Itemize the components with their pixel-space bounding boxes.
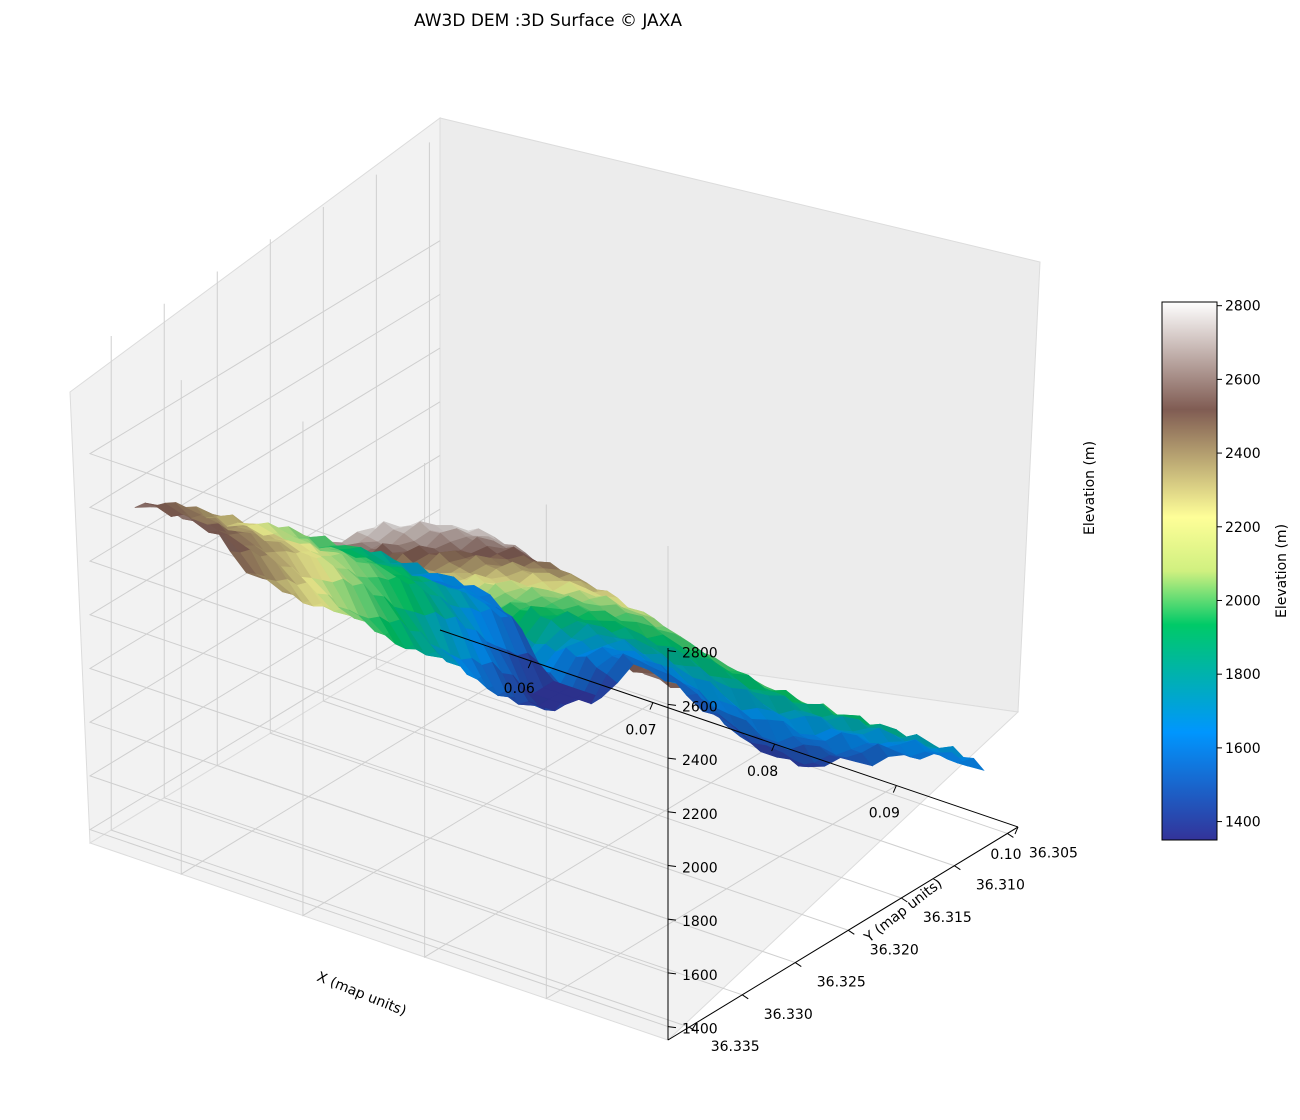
x-tick-label: 0.08 xyxy=(747,764,778,780)
z-tick xyxy=(667,1026,677,1029)
x-tick xyxy=(649,702,654,710)
y-tick-label: 36.325 xyxy=(817,975,866,991)
y-axis-line xyxy=(667,826,1019,1041)
y-grid-line xyxy=(269,239,849,931)
colorbar-tick-label: 1400 xyxy=(1225,815,1261,831)
terrain-surface xyxy=(134,502,985,771)
y-tick-label: 36.335 xyxy=(711,1039,760,1055)
y-tick-label: 36.315 xyxy=(923,910,972,926)
surface-patch xyxy=(956,757,985,771)
y-grid-line xyxy=(322,206,902,899)
colorbar-tick-label: 2200 xyxy=(1225,520,1261,536)
y-grid-line xyxy=(375,174,955,867)
x-axis-line xyxy=(439,629,1019,828)
y-grid-line xyxy=(163,303,743,996)
z-tick-label: 2800 xyxy=(682,646,718,662)
chart-title: AW3D DEM :3D Surface © JAXA xyxy=(414,11,682,31)
z-tick-label: 1600 xyxy=(682,968,718,984)
z-axis-title: Elevation (m) xyxy=(1082,441,1098,535)
z-grid-line xyxy=(88,401,669,813)
z-tick-label: 1400 xyxy=(682,1022,718,1038)
colorbar-gradient xyxy=(1161,301,1218,841)
x-tick-label: 0.10 xyxy=(990,847,1021,863)
y-tick xyxy=(954,865,961,871)
y-tick xyxy=(848,929,855,935)
z-tick-label: 1800 xyxy=(682,914,718,930)
colorbar-tick-label: 1600 xyxy=(1225,741,1261,757)
x-tick-label: 0.06 xyxy=(504,681,535,697)
x-tick xyxy=(771,743,776,752)
z-grid-line xyxy=(88,616,669,1028)
y-tick-label: 36.310 xyxy=(976,878,1025,894)
y-grid-line xyxy=(110,336,690,1028)
z-grid-line xyxy=(88,562,669,974)
z-tick xyxy=(667,757,677,760)
z-tick-label: 2600 xyxy=(682,699,718,715)
z-tick-label: 2000 xyxy=(682,860,718,876)
colorbar-tick-label: 2600 xyxy=(1225,372,1261,388)
colorbar-tick-label: 2400 xyxy=(1225,446,1261,462)
colorbar-ticks: 1400 1600 1800 2000 2200 2400 2600 2800 xyxy=(1217,299,1261,831)
colorbar-tick-label: 1800 xyxy=(1225,667,1261,683)
z-tick xyxy=(667,811,677,814)
y-tick xyxy=(794,962,802,967)
x-tick-label: 0.09 xyxy=(869,806,900,822)
y-tick xyxy=(741,994,749,1000)
x-axis-title: X (map units) xyxy=(314,969,408,1019)
y-tick-label: 36.320 xyxy=(870,942,919,958)
colorbar-tick-label: 2800 xyxy=(1225,299,1261,315)
colorbar-title: Elevation (m) xyxy=(1274,524,1290,618)
z-tick xyxy=(667,703,677,706)
z-tick xyxy=(667,972,677,975)
y-tick-label: 36.305 xyxy=(1029,845,1078,861)
x-tick-label: 0.07 xyxy=(625,723,656,739)
x-tick xyxy=(1014,826,1019,835)
x-tick xyxy=(892,785,897,793)
z-grid-line xyxy=(88,347,669,759)
z-tick xyxy=(667,864,677,867)
z-grid-line xyxy=(88,455,669,866)
y-tick xyxy=(1007,833,1014,838)
z-tick-label: 2200 xyxy=(682,807,718,823)
colorbar: 1400 1600 1800 2000 2200 2400 2600 2800 Elevati… xyxy=(1161,299,1290,841)
x-tick xyxy=(527,660,532,669)
z-tick xyxy=(667,650,677,653)
axis-ticks: 0.060.070.080.090.10 36.30536.31036.31536… xyxy=(439,629,1078,1055)
y-tick xyxy=(688,1026,696,1032)
y-tick-label: 36.330 xyxy=(764,1007,813,1023)
y-tick xyxy=(901,897,908,903)
colorbar-tick-label: 2000 xyxy=(1225,593,1261,609)
z-tick xyxy=(667,918,677,921)
z-tick-label: 2400 xyxy=(682,753,718,769)
